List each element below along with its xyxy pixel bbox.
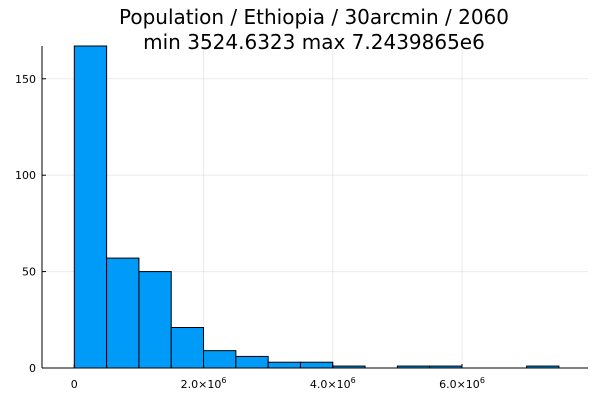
y-tick-label: 100	[15, 169, 36, 182]
y-tick-label: 150	[15, 73, 36, 86]
histogram-bar	[267, 361, 301, 369]
histogram-bar	[106, 257, 140, 369]
x-tick-label: 4.0×106	[310, 376, 356, 391]
y-tick-label: 50	[22, 266, 36, 279]
histogram-bars	[73, 45, 560, 369]
axes	[41, 46, 588, 369]
histogram-bar	[203, 350, 237, 369]
y-tick-label: 0	[29, 362, 36, 375]
x-tick-label: 0	[71, 378, 78, 391]
histogram-bar	[235, 355, 269, 369]
x-tick-label: 2.0×106	[181, 376, 227, 391]
chart-title: Population / Ethiopia / 30arcmin / 2060	[119, 5, 509, 29]
chart-subtitle: min 3524.6323 max 7.2439865e6	[143, 30, 485, 54]
histogram-bar	[138, 271, 172, 369]
histogram-bar	[170, 327, 205, 369]
x-tick-label: 6.0×106	[439, 376, 485, 391]
y-axis-ticks: 0 50 100 150	[15, 73, 46, 375]
histogram-bar	[299, 361, 334, 369]
x-axis-ticks: 0 2.0×106 4.0×106 6.0×106	[71, 364, 485, 391]
histogram-bar	[73, 45, 108, 369]
